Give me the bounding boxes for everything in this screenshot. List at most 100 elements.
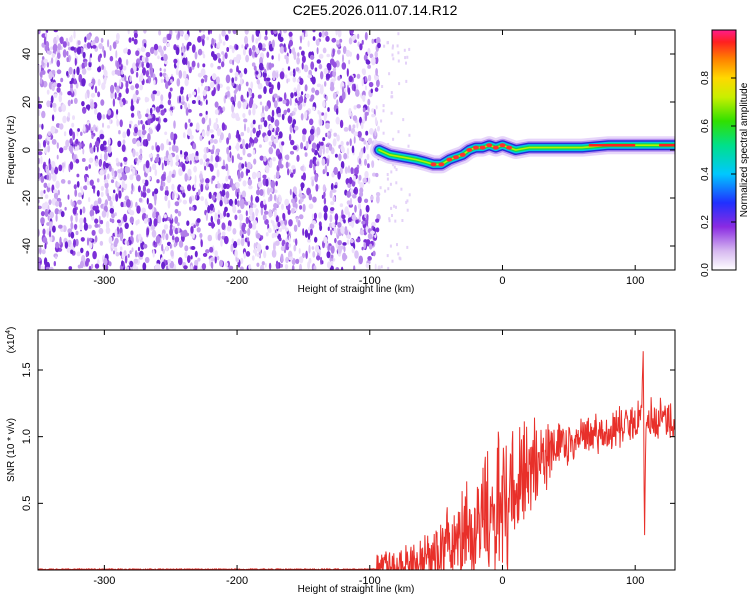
noise-mark (70, 99, 73, 104)
noise-mark (169, 87, 173, 92)
noise-mark (203, 161, 206, 167)
noise-mark (279, 36, 284, 43)
noise-mark (240, 171, 244, 179)
noise-mark (118, 92, 122, 98)
noise-mark (55, 214, 58, 222)
noise-mark (209, 138, 214, 144)
noise-mark (113, 189, 116, 194)
noise-mark (94, 85, 98, 94)
noise-mark (340, 245, 345, 250)
noise-mark (244, 35, 248, 45)
noise-mark (96, 190, 100, 197)
noise-mark (223, 183, 227, 190)
noise-mark (386, 173, 389, 176)
x-tick-label: -300 (93, 275, 115, 287)
noise-mark (238, 201, 241, 206)
noise-mark (229, 151, 232, 159)
noise-mark (391, 53, 394, 57)
noise-mark (259, 155, 264, 161)
noise-mark (348, 59, 351, 65)
noise-mark (184, 102, 188, 110)
noise-mark (38, 171, 41, 180)
noise-mark (43, 36, 47, 45)
noise-mark (85, 104, 91, 110)
noise-mark (327, 107, 330, 112)
noise-mark (253, 158, 257, 165)
noise-mark (96, 112, 102, 121)
noise-mark (211, 194, 216, 201)
noise-mark (143, 30, 147, 34)
noise-mark (336, 90, 339, 95)
noise-mark (358, 203, 361, 210)
noise-mark (216, 192, 221, 201)
noise-mark (293, 107, 297, 113)
noise-mark (253, 242, 256, 250)
noise-mark (73, 78, 77, 85)
noise-mark (351, 247, 355, 254)
noise-mark (140, 72, 144, 82)
noise-mark (230, 244, 234, 252)
noise-mark (362, 68, 366, 76)
noise-mark (406, 245, 409, 249)
noise-mark (92, 45, 97, 49)
noise-mark (217, 42, 221, 48)
noise-mark (274, 119, 280, 127)
noise-mark (231, 45, 235, 54)
noise-mark (205, 249, 210, 254)
noise-mark (375, 105, 378, 110)
noise-mark (67, 194, 70, 200)
noise-mark (56, 59, 61, 68)
noise-mark (384, 189, 387, 193)
noise-mark (202, 54, 206, 59)
noise-mark (99, 219, 104, 225)
noise-mark (263, 210, 269, 215)
noise-mark (65, 139, 70, 148)
noise-mark (281, 141, 285, 146)
noise-mark (79, 222, 83, 231)
noise-mark (86, 33, 91, 41)
noise-mark (326, 261, 332, 269)
snr-scale-base: (x10 (6, 333, 17, 353)
noise-mark (60, 179, 66, 184)
noise-mark (329, 85, 335, 92)
noise-mark (156, 145, 160, 153)
noise-mark (232, 241, 238, 249)
noise-mark (187, 128, 192, 137)
noise-mark (113, 170, 118, 178)
noise-mark (142, 184, 146, 193)
noise-mark (202, 63, 206, 68)
noise-mark (134, 169, 138, 176)
noise-mark (402, 118, 405, 122)
noise-mark (167, 80, 171, 86)
noise-mark (339, 203, 344, 208)
noise-mark (136, 98, 140, 104)
noise-mark (97, 259, 100, 265)
noise-mark (248, 109, 252, 116)
noise-mark (53, 261, 56, 267)
noise-mark (197, 48, 203, 56)
noise-mark (160, 49, 164, 57)
noise-mark (108, 261, 112, 267)
noise-mark (160, 94, 164, 102)
noise-mark (151, 145, 154, 151)
noise-mark (261, 235, 264, 240)
noise-mark (179, 30, 184, 36)
noise-mark (311, 220, 317, 225)
noise-mark (79, 208, 83, 216)
noise-mark (171, 183, 175, 191)
noise-mark (264, 35, 268, 41)
noise-mark (310, 61, 315, 70)
noise-mark (328, 143, 333, 151)
noise-mark (152, 90, 157, 95)
snr-x-label: Height of straight line (km) (298, 584, 415, 595)
noise-mark (395, 168, 398, 172)
noise-mark (98, 54, 101, 60)
noise-mark (188, 66, 192, 74)
noise-mark (238, 162, 243, 171)
noise-mark (38, 109, 41, 117)
noise-mark (314, 236, 318, 243)
noise-mark (267, 227, 272, 234)
noise-mark (289, 97, 292, 106)
noise-mark (136, 174, 141, 182)
